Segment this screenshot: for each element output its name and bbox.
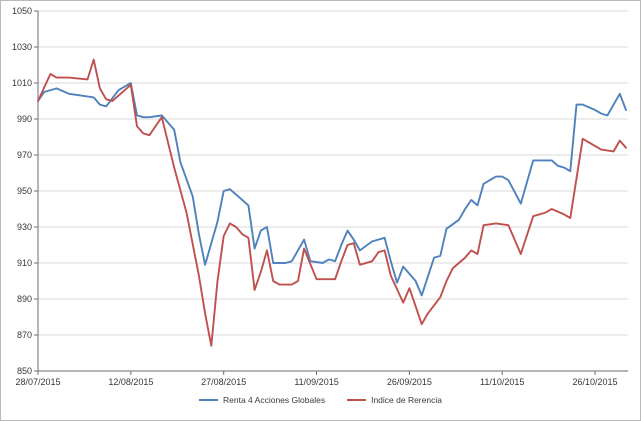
y-tick-label: 1010 (12, 78, 32, 88)
x-tick-label: 28/07/2015 (15, 377, 60, 387)
legend-label-indice: Indice de Rerencia (371, 395, 442, 405)
legend-label-renta4: Renta 4 Acciones Globales (223, 395, 326, 405)
legend-line-swatch-red (347, 399, 367, 401)
y-tick-label: 950 (17, 186, 32, 196)
y-tick-label: 890 (17, 294, 32, 304)
y-tick-label: 930 (17, 222, 32, 232)
y-tick-label: 990 (17, 114, 32, 124)
series-line-renta4 (37, 82, 627, 297)
y-tick-label: 910 (17, 258, 32, 268)
y-tick-label: 870 (17, 330, 32, 340)
y-tick-label: 970 (17, 150, 32, 160)
x-tick-label: 27/08/2015 (201, 377, 246, 387)
y-tick-label: 850 (17, 366, 32, 376)
series-line-indice (37, 58, 627, 347)
legend-item-indice: Indice de Rerencia (347, 395, 442, 405)
legend-line-swatch-blue (199, 399, 219, 401)
legend-item-renta4: Renta 4 Acciones Globales (199, 395, 325, 405)
y-tick-label: 1050 (12, 6, 32, 16)
x-tick-label: 11/09/2015 (294, 377, 338, 387)
legend: Renta 4 Acciones Globales Indice de Rere… (1, 392, 640, 408)
x-tick-label: 26/10/2015 (573, 377, 618, 387)
y-tick-label: 1030 (12, 42, 32, 52)
x-tick-label: 11/10/2015 (480, 377, 524, 387)
x-tick-label: 12/08/2015 (108, 377, 153, 387)
x-tick-label: 26/09/2015 (387, 377, 432, 387)
